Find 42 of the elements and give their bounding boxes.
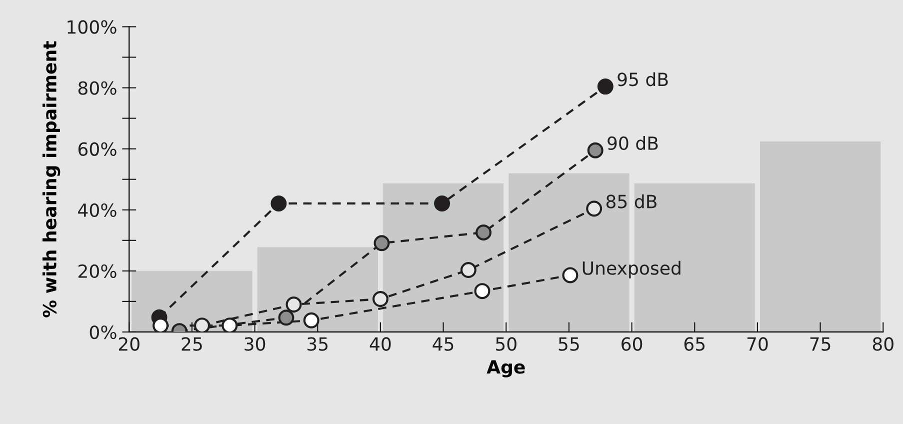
- x-tick-label: 70: [747, 337, 768, 351]
- point: [270, 195, 287, 212]
- point: [152, 318, 169, 332]
- point: [278, 310, 294, 326]
- series-label: Unexposed: [582, 260, 680, 278]
- x-tick-label: 55: [558, 337, 579, 351]
- y-tick-label: 20%: [78, 264, 116, 278]
- x-tick-label: 40: [370, 337, 391, 351]
- x-tick-label: 65: [684, 337, 705, 351]
- x-tick-label: 45: [432, 337, 454, 351]
- point: [222, 318, 238, 332]
- point: [194, 318, 210, 332]
- point: [286, 296, 302, 313]
- series-label: 85 dB: [606, 194, 656, 208]
- point: [303, 312, 320, 328]
- x-tick-label: 25: [182, 337, 202, 351]
- point: [587, 142, 604, 158]
- x-tick-label: 80: [872, 337, 894, 351]
- point: [434, 195, 450, 212]
- y-tick-label: 100%: [68, 20, 116, 34]
- x-tick-label: 60: [622, 337, 642, 351]
- series-label: 90 dB: [608, 136, 658, 150]
- y-tick-label: 80%: [78, 81, 116, 95]
- point: [597, 78, 614, 95]
- point: [474, 283, 490, 300]
- x-tick-label: 50: [496, 337, 516, 351]
- series-label: 95 dB: [618, 72, 668, 86]
- point: [372, 291, 388, 308]
- y-tick-label: 0%: [90, 325, 116, 340]
- y-tick-label: 40%: [78, 203, 116, 217]
- x-tick-label: 20: [118, 337, 140, 351]
- y-axis-title: % with hearing impairment: [42, 41, 60, 318]
- point: [374, 235, 390, 252]
- point: [460, 262, 476, 278]
- point: [476, 224, 492, 240]
- x-tick-label: 35: [308, 337, 328, 351]
- point: [562, 267, 578, 284]
- y-tick-label: 60%: [78, 142, 116, 156]
- x-axis-title: Age: [486, 360, 525, 378]
- x-tick-label: 75: [810, 337, 830, 351]
- x-tick-label: 30: [244, 337, 266, 351]
- point: [586, 200, 602, 217]
